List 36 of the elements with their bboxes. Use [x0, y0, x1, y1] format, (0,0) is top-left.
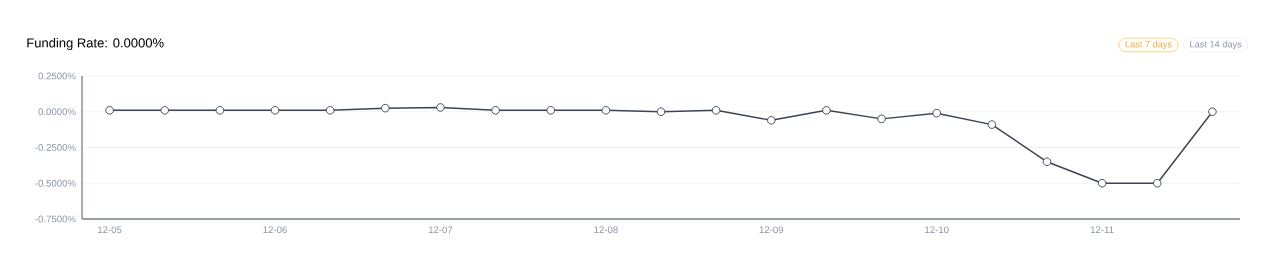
point: [987, 120, 997, 129]
x-tick-label: 12-09: [759, 226, 784, 234]
y-tick-label: 0.0000%: [38, 108, 76, 116]
point: [270, 106, 280, 115]
y-tick-label: -0.7500%: [35, 215, 76, 223]
point: [325, 106, 335, 115]
point: [877, 114, 886, 124]
text: Last 14 days: [1190, 40, 1242, 50]
point: [381, 103, 390, 113]
point: [491, 106, 500, 115]
y-tick-label: 0.2500%: [38, 72, 76, 80]
point: [932, 108, 941, 118]
x-tick-label: 12-06: [263, 226, 287, 234]
y-tick-label: -0.5000%: [35, 179, 76, 187]
x-tick-label: 12-08: [594, 226, 618, 234]
y-tick-label: -0.2500%: [35, 144, 76, 151]
x-tick-label: 12-07: [428, 226, 453, 234]
point: [436, 103, 445, 112]
point: [1042, 157, 1052, 167]
point: [711, 106, 721, 115]
point: [601, 106, 611, 115]
x-tick-label: 12-10: [925, 226, 949, 234]
point: [1097, 178, 1107, 188]
point: [767, 116, 776, 125]
point: [656, 107, 666, 117]
point: [546, 106, 555, 115]
x-tick-label: 12-05: [98, 226, 122, 234]
point: [215, 106, 225, 115]
point: [1208, 107, 1217, 117]
point: [1153, 178, 1162, 188]
point: [105, 106, 114, 115]
text: Last 7 days: [1125, 40, 1172, 50]
x-tick-label: 12-11: [1090, 226, 1114, 234]
chart-title: Funding Rate: 0.0000%: [27, 37, 164, 51]
point: [822, 106, 831, 115]
point: [160, 106, 170, 115]
